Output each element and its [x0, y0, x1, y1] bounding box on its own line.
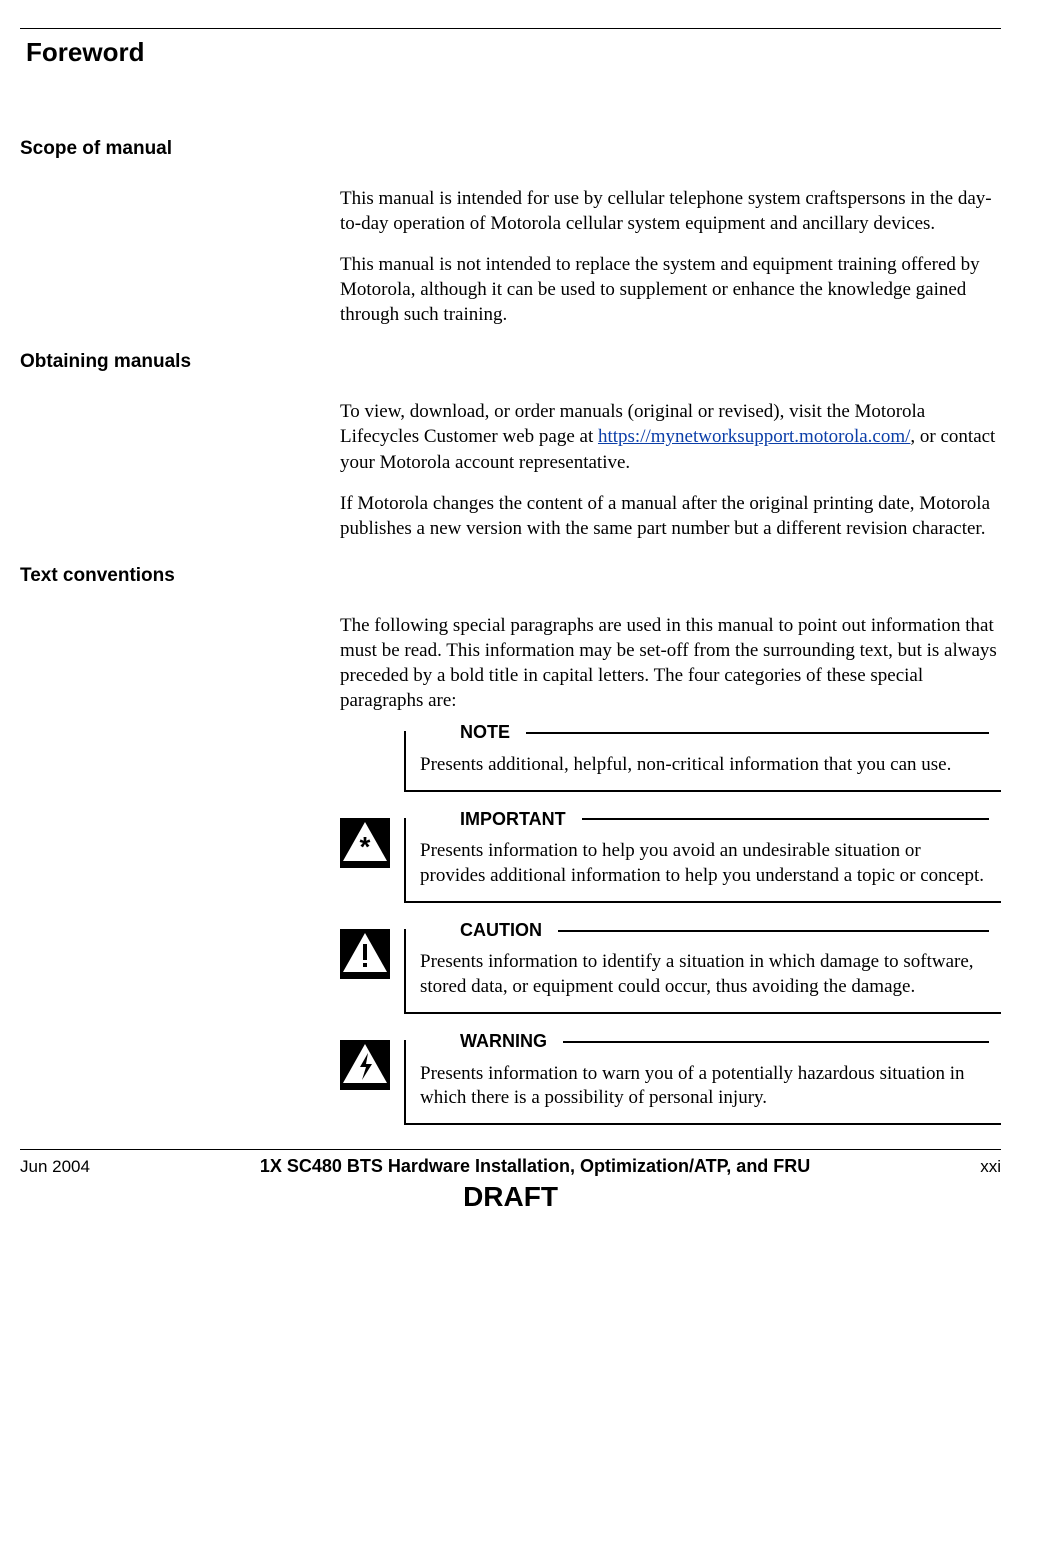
section-obtaining: Obtaining manuals To view, download, or … [20, 351, 1001, 540]
callout-text: Presents information to identify a situa… [420, 950, 989, 999]
section-body-obtaining: To view, download, or order manuals (ori… [340, 399, 1001, 540]
footer-page-number: xxi [980, 1157, 1001, 1177]
section-body-scope: This manual is intended for use by cellu… [340, 186, 1001, 327]
callout-text: Presents additional, helpful, non-critic… [420, 753, 989, 778]
callout-head: NOTE [420, 721, 989, 745]
section-heading-conventions: Text conventions [20, 565, 1001, 587]
callout-box: CAUTION Presents information to identify… [404, 929, 1001, 1014]
callout-text: Presents information to help you avoid a… [420, 839, 989, 888]
callout-rule [526, 732, 989, 734]
section-heading-scope: Scope of manual [20, 138, 1001, 160]
callout-head: IMPORTANT [420, 808, 989, 832]
svg-text:*: * [360, 831, 371, 862]
section-scope: Scope of manual This manual is intended … [20, 138, 1001, 327]
callout-box: NOTE Presents additional, helpful, non-c… [404, 731, 1001, 791]
paragraph: If Motorola changes the content of a man… [340, 491, 1001, 541]
support-link[interactable]: https://mynetworksupport.motorola.com/ [598, 426, 910, 447]
callout-text: Presents information to warn you of a po… [420, 1062, 989, 1111]
callout-title: NOTE [420, 721, 526, 745]
footer-date: Jun 2004 [20, 1157, 90, 1177]
callout-rule [563, 1041, 989, 1043]
section-heading-obtaining: Obtaining manuals [20, 351, 1001, 373]
callout-icon-slot [340, 1040, 400, 1090]
footer-title: 1X SC480 BTS Hardware Installation, Opti… [90, 1156, 980, 1177]
paragraph: To view, download, or order manuals (ori… [340, 399, 1001, 474]
chapter-title: Foreword [26, 37, 1001, 68]
callout-warning: WARNING Presents information to warn you… [340, 1040, 1001, 1125]
paragraph: The following special paragraphs are use… [340, 613, 1001, 713]
callout-box: WARNING Presents information to warn you… [404, 1040, 1001, 1125]
asterisk-icon: * [340, 818, 390, 868]
callout-title: CAUTION [420, 919, 558, 943]
top-rule [20, 28, 1001, 29]
paragraph: This manual is intended for use by cellu… [340, 186, 1001, 236]
lightning-icon [340, 1040, 390, 1090]
callout-title: IMPORTANT [420, 808, 582, 832]
callout-head: CAUTION [420, 919, 989, 943]
callout-icon-slot [340, 929, 400, 979]
callout-note: NOTE Presents additional, helpful, non-c… [400, 731, 1001, 791]
callout-title: WARNING [420, 1030, 563, 1054]
callout-caution: CAUTION Presents information to identify… [340, 929, 1001, 1014]
draft-watermark: DRAFT [20, 1181, 1001, 1213]
exclamation-icon [340, 929, 390, 979]
callout-rule [558, 930, 989, 932]
section-body-conventions: The following special paragraphs are use… [340, 613, 1001, 1125]
callout-head: WARNING [420, 1030, 989, 1054]
paragraph: This manual is not intended to replace t… [340, 252, 1001, 327]
bottom-rule [20, 1149, 1001, 1150]
callout-icon-slot: * [340, 818, 400, 868]
section-conventions: Text conventions The following special p… [20, 565, 1001, 1125]
callout-important: * IMPORTANT Presents information to help… [340, 818, 1001, 903]
footer: Jun 2004 1X SC480 BTS Hardware Installat… [20, 1156, 1001, 1177]
callout-rule [582, 818, 989, 820]
callout-box: IMPORTANT Presents information to help y… [404, 818, 1001, 903]
